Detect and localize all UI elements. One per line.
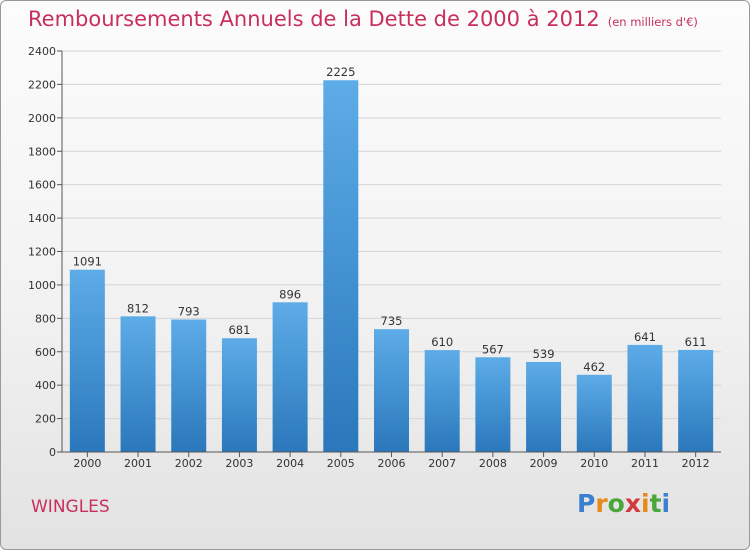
bar-2007 (424, 350, 460, 452)
data-label: 812 (127, 301, 149, 315)
data-label: 2225 (326, 65, 355, 79)
y-tick-label: 600 (35, 346, 56, 359)
x-tick-label: 2010 (580, 457, 608, 470)
x-tick-label: 2002 (175, 457, 203, 470)
x-tick-label: 2007 (428, 457, 456, 470)
bar-2008 (475, 357, 511, 452)
bar-2010 (576, 374, 612, 452)
data-label: 641 (634, 330, 656, 344)
data-label: 611 (685, 335, 707, 349)
bars (69, 80, 714, 452)
labels: 0 200 400 600 800 1000 1200 1400 1600 1800 2000 220… (28, 45, 710, 470)
x-tick-label: 2008 (479, 457, 507, 470)
data-label: 1091 (73, 255, 102, 269)
logo-letter: P (577, 489, 596, 518)
y-tick-label: 800 (35, 312, 56, 325)
y-tick-label: 2400 (28, 45, 56, 58)
bar-2006 (374, 329, 409, 452)
y-tick-label: 1200 (28, 246, 56, 259)
x-tick-label: 2012 (682, 457, 710, 470)
x-tick-label: 2001 (124, 457, 152, 470)
bar-2000 (69, 269, 105, 452)
y-tick-label: 1600 (28, 179, 56, 192)
bar-2002 (171, 319, 207, 452)
data-label: 793 (178, 305, 200, 319)
x-tick-label: 2005 (327, 457, 355, 470)
y-tick-label: 2000 (28, 112, 56, 125)
x-tick-label: 2006 (378, 457, 406, 470)
chart-title: Remboursements Annuels de la Dette de 20… (28, 7, 698, 31)
y-tick-label: 2200 (28, 78, 56, 91)
x-tick-label: 2004 (276, 457, 304, 470)
logo-letter: i (641, 489, 650, 518)
bar-2003 (221, 338, 257, 452)
axes (57, 50, 721, 457)
y-tick-label: 1800 (28, 145, 56, 158)
bar-2011 (627, 344, 663, 452)
bar-2005 (323, 80, 359, 452)
title-text: Remboursements Annuels de la Dette de 20… (28, 7, 600, 31)
x-tick-label: 2011 (631, 457, 659, 470)
logo-letter: o (607, 489, 625, 518)
bar-2012 (678, 349, 714, 452)
bar-2009 (526, 361, 562, 452)
x-tick-label: 2000 (73, 457, 101, 470)
logo-letter: r (595, 489, 608, 518)
logo-letter: t (649, 489, 662, 518)
y-tick-label: 400 (35, 379, 56, 392)
data-label: 896 (279, 287, 301, 301)
y-tick-label: 200 (35, 413, 56, 426)
data-label: 735 (381, 314, 403, 328)
data-label: 539 (533, 347, 555, 361)
city-name: WINGLES (31, 497, 110, 517)
logo-letter: x (624, 489, 641, 518)
y-tick-label: 1000 (28, 279, 56, 292)
y-tick-label: 1400 (28, 212, 56, 225)
data-label: 681 (228, 323, 250, 337)
proxiti-logo: Proxiti (577, 489, 670, 518)
data-label: 567 (482, 342, 504, 356)
logo-letter: i (661, 489, 671, 518)
unit-label: (en milliers d'€) (607, 15, 698, 29)
data-label: 462 (583, 360, 605, 374)
x-tick-label: 2003 (225, 457, 253, 470)
y-tick-label: 0 (49, 446, 56, 459)
bar-2001 (120, 316, 156, 452)
x-tick-label: 2009 (530, 457, 558, 470)
data-label: 610 (431, 335, 453, 349)
bar-2004 (272, 302, 308, 452)
